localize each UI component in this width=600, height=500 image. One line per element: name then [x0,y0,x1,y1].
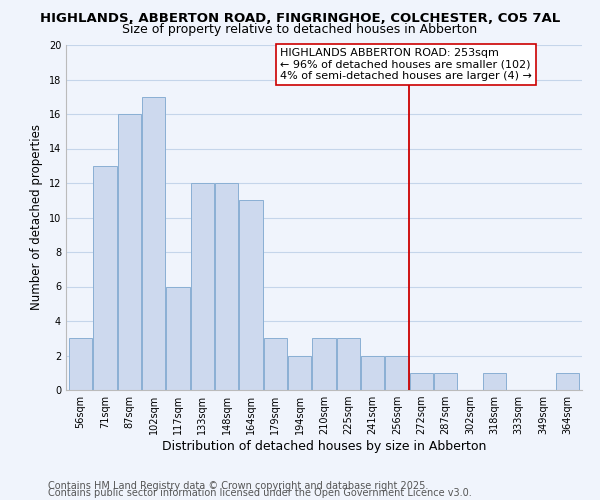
Text: HIGHLANDS ABBERTON ROAD: 253sqm
← 96% of detached houses are smaller (102)
4% of: HIGHLANDS ABBERTON ROAD: 253sqm ← 96% of… [280,48,532,81]
Bar [239,200,263,390]
Bar [313,338,335,390]
Bar [483,373,506,390]
Bar [142,97,165,390]
Text: Contains public sector information licensed under the Open Government Licence v3: Contains public sector information licen… [48,488,472,498]
Text: Contains HM Land Registry data © Crown copyright and database right 2025.: Contains HM Land Registry data © Crown c… [48,481,428,491]
X-axis label: Distribution of detached houses by size in Abberton: Distribution of detached houses by size … [162,440,486,453]
Bar [288,356,311,390]
Bar [215,183,238,390]
Text: Size of property relative to detached houses in Abberton: Size of property relative to detached ho… [122,22,478,36]
Bar [166,286,190,390]
Bar [556,373,579,390]
Bar [191,183,214,390]
Bar [434,373,457,390]
Bar [410,373,433,390]
Bar [361,356,384,390]
Bar [337,338,360,390]
Bar [94,166,116,390]
Text: HIGHLANDS, ABBERTON ROAD, FINGRINGHOE, COLCHESTER, CO5 7AL: HIGHLANDS, ABBERTON ROAD, FINGRINGHOE, C… [40,12,560,26]
Bar [264,338,287,390]
Bar [385,356,409,390]
Bar [118,114,141,390]
Y-axis label: Number of detached properties: Number of detached properties [30,124,43,310]
Bar [69,338,92,390]
